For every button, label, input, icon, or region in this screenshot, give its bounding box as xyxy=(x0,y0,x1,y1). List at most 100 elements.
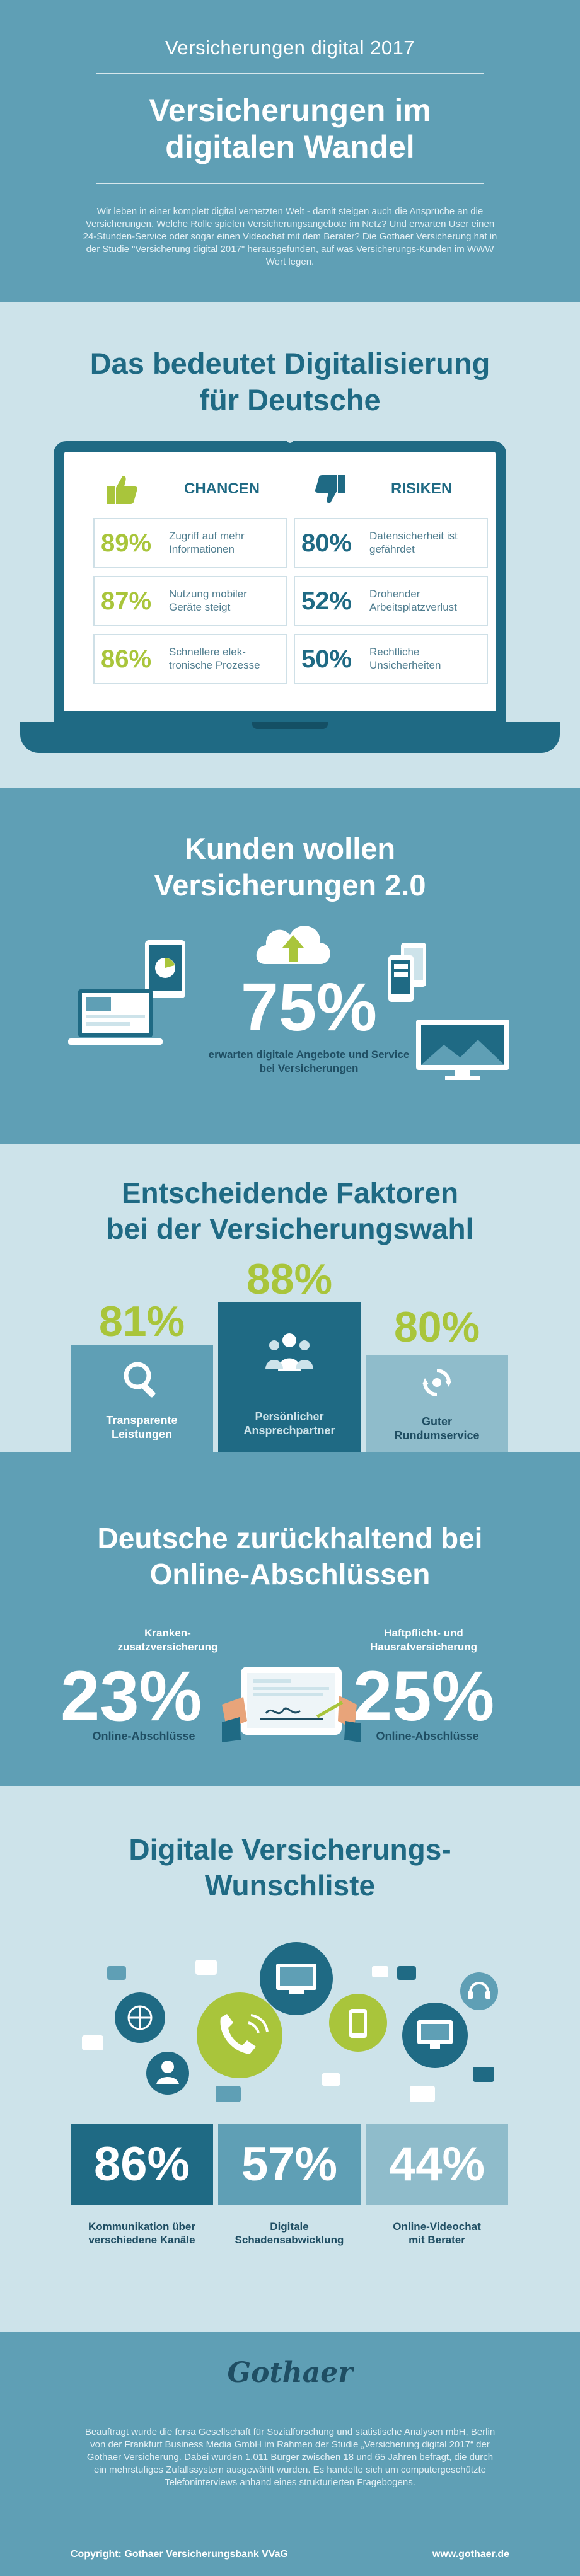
wunsch-label: Kommunikation über verschiedene Kanäle xyxy=(69,2220,214,2246)
risk-item: 80% Datensicherheit ist gefährdet xyxy=(294,518,488,568)
online-right-label: Haftpflicht- und Hausratversicherung xyxy=(354,1626,493,1654)
page-title-line1: Versicherungen im xyxy=(149,93,431,128)
online-title-line2: Online-Abschlüssen xyxy=(149,1558,431,1590)
header-kicker: Versicherungen digital 2017 xyxy=(165,37,415,59)
faktor-pct: 88% xyxy=(246,1255,333,1303)
chance-text: Zugriff auf mehr Informationen xyxy=(169,530,245,555)
wunschliste-section: Digitale Versicherungs- Wunschliste xyxy=(0,1786,580,2332)
kunden-title: Kunden wollen Versicherungen 2.0 xyxy=(0,831,580,904)
online-left-label-line2: zusatzversicherung xyxy=(117,1641,218,1653)
wunsch-label: Digitale Schadensabwicklung xyxy=(217,2220,362,2246)
kunden-section: Kunden wollen Versicherungen 2.0 75% erw… xyxy=(0,788,580,1144)
chance-pct: 86% xyxy=(101,645,152,673)
wunsch-pct: 86% xyxy=(71,2124,213,2205)
smartphones-icon xyxy=(388,943,426,1002)
wunschliste-title-line2: Wunschliste xyxy=(204,1869,376,1902)
header-intro: Wir leben in einer komplett digital vern… xyxy=(83,206,497,267)
wunschliste-title: Digitale Versicherungs- Wunschliste xyxy=(0,1832,580,1904)
wunsch-label-line1: Kommunikation über xyxy=(88,2221,195,2233)
wunsch-label-line2: mit Berater xyxy=(409,2234,465,2246)
wunsch-label-line2: Schadensabwicklung xyxy=(235,2234,344,2246)
risk-text: Drohender Arbeitsplatzverlust xyxy=(369,588,457,613)
online-right-caption: Online-Abschlüsse xyxy=(376,1730,479,1742)
page-title: Versicherungen im digitalen Wandel xyxy=(0,92,580,165)
gothaer-logo: Gothaer xyxy=(227,2357,353,2389)
digitalisierung-title-line2: für Deutsche xyxy=(199,383,381,417)
thumbs-up-icon xyxy=(107,476,137,504)
service-cycle-icon xyxy=(422,1369,451,1396)
faktoren-title: Entscheidende Faktoren bei der Versicher… xyxy=(0,1175,580,1247)
faktor-bar: Transparente Leistungen xyxy=(71,1345,213,1452)
online-right-label-line2: Hausratversicherung xyxy=(369,1641,478,1653)
wunsch-label-line1: Digitale xyxy=(270,2221,309,2233)
laptop-icon xyxy=(68,989,163,1045)
footer-url-link[interactable]: www.gothaer.de xyxy=(432,2549,509,2560)
risk-text: Rechtliche Unsicherheiten xyxy=(369,646,441,671)
faktor-label-line2: Rundumservice xyxy=(394,1429,480,1442)
chance-text: Schnellere elek-tronische Prozesse xyxy=(169,646,260,671)
risk-text: Datensicherheit ist gefährdet xyxy=(369,530,458,555)
online-right-label-line1: Haftpflicht- und xyxy=(384,1627,463,1639)
faktor-bar: Persönlicher Ansprechpartner xyxy=(218,1302,361,1452)
risk-item: 50% Rechtliche Unsicherheiten xyxy=(294,634,488,684)
faktor-label-line2: Leistungen xyxy=(111,1428,172,1440)
faktor-label-line1: Persönlicher xyxy=(255,1410,324,1423)
footer-section: Gothaer Beauftragt wurde die forsa Gesel… xyxy=(0,2332,580,2576)
online-left-label-line1: Kranken- xyxy=(144,1627,191,1639)
online-title-line1: Deutsche zurückhaltend bei xyxy=(97,1522,483,1555)
faktor-pct: 81% xyxy=(98,1297,185,1345)
monitor-icon xyxy=(416,1020,509,1080)
wunschliste-title-line1: Digitale Versicherungs- xyxy=(129,1833,451,1866)
header-section: Versicherungen digital 2017 Versicherung… xyxy=(0,0,580,302)
kunden-sub: erwarten digitale Angebote und Service b… xyxy=(208,1049,410,1074)
page-title-line2: digitalen Wandel xyxy=(165,129,415,164)
magnifier-icon xyxy=(124,1362,156,1398)
risk-pct: 52% xyxy=(301,587,352,615)
digitalisierung-title: Das bedeutet Digitalisierung für Deutsch… xyxy=(0,345,580,418)
risk-pct: 50% xyxy=(301,645,352,673)
wunsch-label-line2: verschiedene Kanäle xyxy=(88,2234,195,2246)
faktor-label: Transparente Leistungen xyxy=(71,1413,213,1441)
wunsch-pct: 57% xyxy=(218,2124,361,2205)
cloud-upload-icon xyxy=(256,926,330,964)
faktor-pct: 80% xyxy=(393,1303,480,1351)
faktor-label-line1: Guter xyxy=(421,1415,452,1428)
chance-pct: 87% xyxy=(101,587,152,615)
communication-channels-icon xyxy=(82,1942,498,2102)
wunsch-label-line1: Online-Videochat xyxy=(393,2221,481,2233)
thumbs-down-icon xyxy=(315,475,345,503)
wunsch-label: Online-Videochat mit Berater xyxy=(364,2220,509,2246)
header-rule-top xyxy=(96,73,484,74)
chancen-heading: CHANCEN xyxy=(184,480,260,497)
faktor-label: Guter Rundumservice xyxy=(366,1415,508,1442)
risk-item: 52% Drohender Arbeitsplatzverlust xyxy=(294,576,488,626)
header-rule-bottom xyxy=(96,183,484,184)
kunden-title-line2: Versicherungen 2.0 xyxy=(154,868,426,902)
faktoren-title-line2: bei der Versicherungswahl xyxy=(106,1212,474,1245)
laptop-camera xyxy=(287,437,293,443)
chance-item: 86% Schnellere elek-tronische Prozesse xyxy=(93,634,287,684)
people-icon xyxy=(265,1333,313,1371)
faktor-label-line1: Transparente xyxy=(106,1414,178,1427)
risk-pct: 80% xyxy=(301,529,352,557)
faktoren-section: Entscheidende Faktoren bei der Versicher… xyxy=(0,1144,580,1452)
digitalisierung-title-line1: Das bedeutet Digitalisierung xyxy=(90,347,490,380)
chance-pct: 89% xyxy=(101,529,152,557)
risiken-heading: RISIKEN xyxy=(391,480,453,497)
kunden-title-line1: Kunden wollen xyxy=(184,832,396,865)
wunsch-pct: 44% xyxy=(366,2124,508,2205)
laptop-notch xyxy=(252,722,328,729)
online-left-caption: Online-Abschlüsse xyxy=(92,1730,195,1742)
online-title: Deutsche zurückhaltend bei Online-Abschl… xyxy=(0,1521,580,1592)
faktoren-title-line1: Entscheidende Faktoren xyxy=(121,1176,459,1209)
chance-text: Nutzung mobiler Geräte steigt xyxy=(169,588,247,613)
online-left-label: Kranken- zusatzversicherung xyxy=(117,1626,218,1654)
tablet-signature-icon xyxy=(222,1667,361,1742)
footer-text: Beauftragt wurde die forsa Gesellschaft … xyxy=(84,2427,496,2488)
online-section: Deutsche zurückhaltend bei Online-Abschl… xyxy=(0,1452,580,1786)
faktor-bar: Guter Rundumservice xyxy=(366,1355,508,1452)
chance-item: 89% Zugriff auf mehr Informationen xyxy=(93,518,287,568)
faktor-label-line2: Ansprechpartner xyxy=(243,1424,335,1437)
faktor-label: Persönlicher Ansprechpartner xyxy=(218,1410,361,1437)
online-right-pct: 25% xyxy=(353,1657,495,1735)
